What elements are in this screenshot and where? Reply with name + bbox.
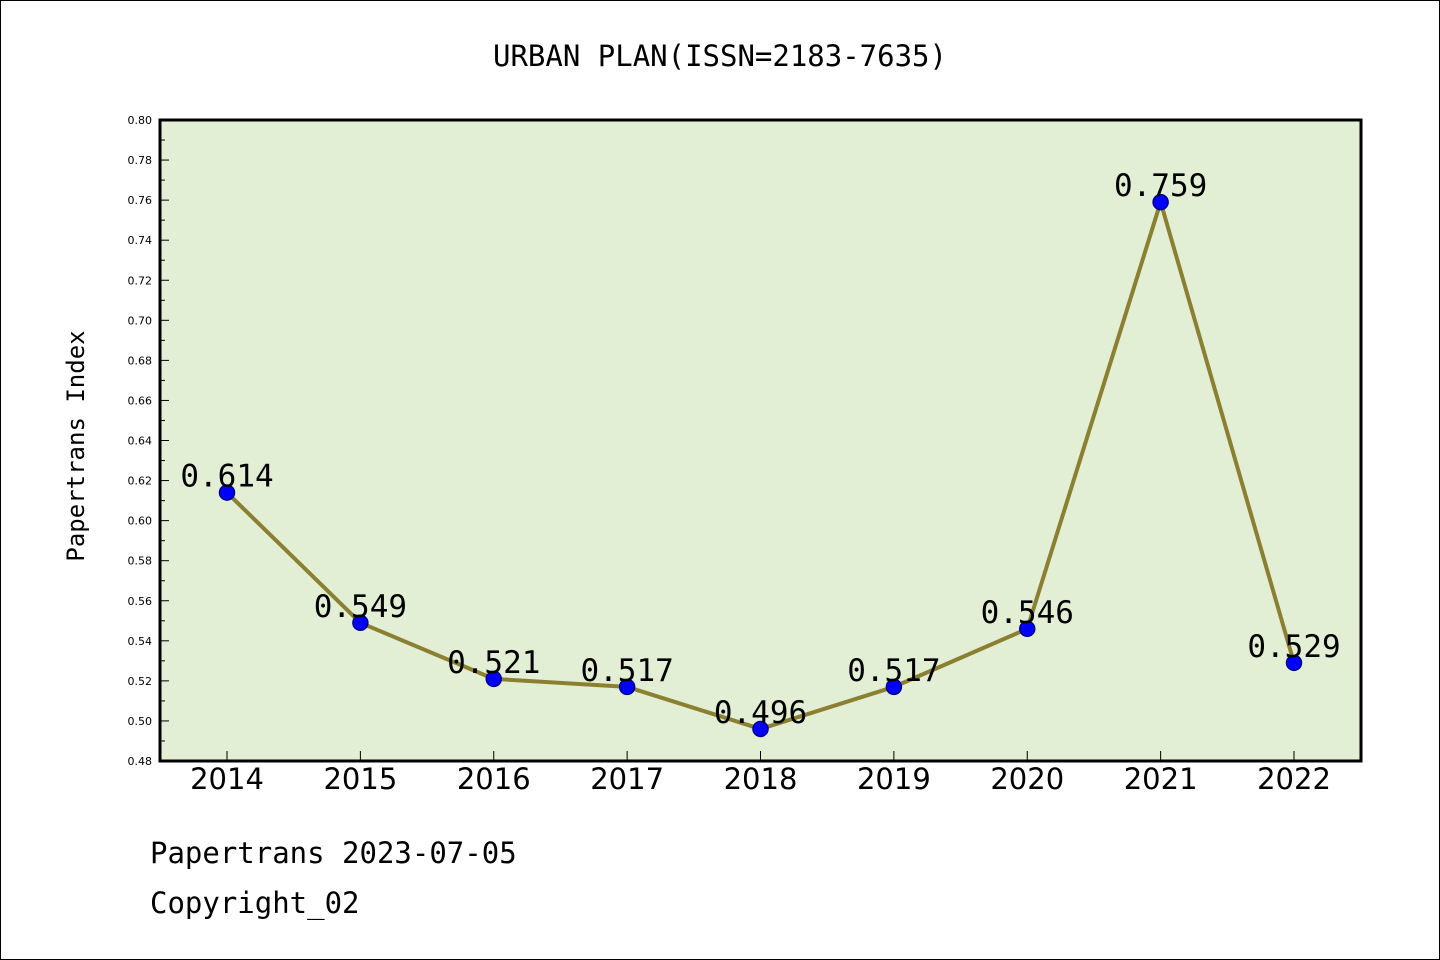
chart-title: URBAN PLAN(ISSN=2183-7635) bbox=[493, 39, 947, 73]
y-tick-label: 0.72 bbox=[128, 274, 153, 287]
data-label: 0.759 bbox=[1114, 168, 1207, 204]
footer-date-text: Papertrans 2023-07-05 bbox=[150, 836, 517, 870]
y-tick-label: 0.66 bbox=[128, 394, 153, 407]
data-point bbox=[752, 720, 769, 738]
y-tick-label: 0.68 bbox=[128, 354, 153, 367]
x-tick-label: 2014 bbox=[190, 762, 264, 796]
y-tick-label: 0.50 bbox=[128, 715, 153, 728]
data-label: 0.549 bbox=[314, 589, 407, 625]
y-tick-label: 0.62 bbox=[128, 475, 153, 488]
x-tick-label: 2021 bbox=[1124, 762, 1198, 796]
data-point bbox=[1285, 654, 1303, 672]
y-tick-label: 0.52 bbox=[128, 675, 153, 688]
x-tick-label: 2022 bbox=[1257, 762, 1331, 796]
x-tick-label: 2019 bbox=[857, 762, 931, 796]
data-label: 0.614 bbox=[180, 459, 273, 495]
data-point bbox=[1152, 193, 1169, 211]
data-point bbox=[885, 678, 903, 696]
y-tick-label: 0.56 bbox=[128, 595, 153, 608]
data-point bbox=[218, 484, 236, 501]
data-label: 0.521 bbox=[447, 645, 540, 681]
y-tick-label: 0.78 bbox=[128, 154, 153, 167]
y-axis: 0.48 0.50 0.52 0.54 0.56 0.58 0.60 0.62 0.64 0.66… bbox=[128, 114, 169, 768]
data-label: 0.517 bbox=[847, 653, 940, 689]
data-label: 0.546 bbox=[981, 595, 1074, 631]
plot-area bbox=[158, 118, 1363, 763]
data-label: 0.529 bbox=[1247, 629, 1340, 665]
data-label: 0.517 bbox=[580, 653, 673, 689]
data-point bbox=[352, 614, 369, 632]
data-point bbox=[618, 678, 636, 696]
y-tick-label: 0.80 bbox=[128, 114, 153, 127]
y-tick-label: 0.48 bbox=[128, 755, 153, 768]
y-tick-label: 0.64 bbox=[128, 435, 153, 448]
y-tick-label: 0.54 bbox=[128, 635, 153, 648]
x-tick-label: 2015 bbox=[323, 762, 397, 796]
y-tick-label: 0.58 bbox=[128, 555, 153, 568]
x-tick-label: 2017 bbox=[590, 762, 664, 796]
y-tick-label: 0.74 bbox=[128, 234, 153, 247]
x-axis: 2014 2015 2016 2017 2018 2019 2020 2021 2022 bbox=[190, 751, 1331, 796]
x-tick-label: 2016 bbox=[457, 762, 531, 796]
x-tick-label: 2018 bbox=[724, 762, 798, 796]
data-point bbox=[1019, 620, 1036, 638]
y-tick-label: 0.70 bbox=[128, 314, 153, 327]
footer-copyright-text: Copyright_02 bbox=[150, 886, 360, 920]
series-markers bbox=[218, 193, 1303, 738]
y-axis-label: Papertrans Index bbox=[62, 330, 90, 561]
x-tick-label: 2020 bbox=[990, 762, 1064, 796]
data-labels: 0.614 0.549 0.521 0.517 0.496 0.517 0.546 0.759… bbox=[180, 168, 1340, 731]
y-tick-label: 0.60 bbox=[128, 515, 153, 528]
data-label: 0.496 bbox=[714, 695, 807, 731]
data-point bbox=[485, 670, 502, 688]
y-tick-label: 0.76 bbox=[128, 194, 153, 207]
